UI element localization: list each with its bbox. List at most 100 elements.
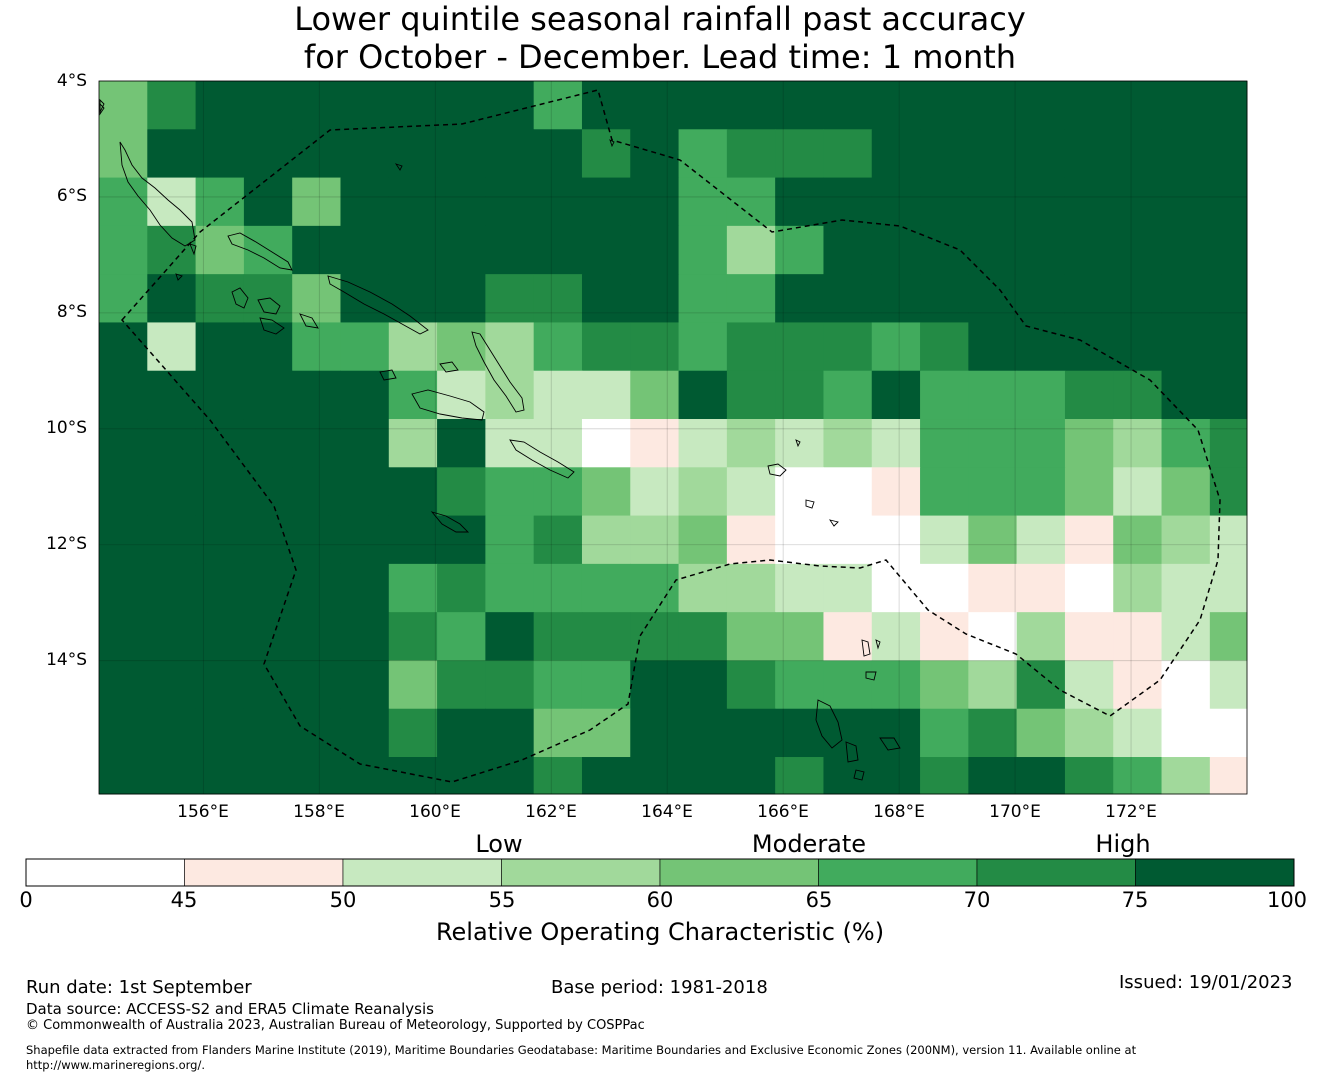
grid-cell (485, 129, 535, 179)
grid-cell (195, 370, 245, 420)
grid-cell (1016, 515, 1066, 565)
grid-cell (823, 177, 873, 227)
grid-cell (871, 708, 921, 758)
grid-cell (340, 467, 390, 517)
data-source: Data source: ACCESS-S2 and ERA5 Climate … (26, 1000, 434, 1018)
grid-cell (1209, 129, 1248, 179)
grid-cell (823, 419, 873, 468)
grid-cell (533, 660, 583, 710)
grid-cell (99, 322, 148, 372)
grid-cell (823, 129, 873, 179)
grid-cell (388, 225, 438, 275)
grid-cell (968, 515, 1018, 565)
grid-cell (1064, 660, 1114, 710)
grid-cell (533, 129, 583, 179)
grid-cell (1016, 370, 1066, 420)
colorbar-segment (342, 858, 502, 887)
grid-cell (630, 129, 680, 179)
grid-cell (388, 370, 438, 420)
grid-cell (147, 225, 197, 275)
island-santa-cruz (767, 439, 839, 527)
grid-cell (1161, 563, 1211, 613)
lon-label-158e: 158°E (293, 802, 345, 822)
grid-cell (340, 563, 390, 613)
grid-cell (1161, 274, 1211, 323)
grid-cell (388, 467, 438, 517)
grid-cell (920, 757, 969, 795)
grid-cell (485, 274, 535, 323)
grid-cell (533, 274, 583, 323)
grid-cell (147, 612, 197, 661)
grid-cell (99, 467, 148, 517)
grid-cell (823, 370, 873, 420)
title-line-1: Lower quintile seasonal rainfall past ac… (294, 0, 1026, 38)
grid-cell (968, 322, 1018, 372)
run-date: Run date: 1st September (26, 977, 252, 998)
grid-cell (243, 322, 293, 372)
grid-cell (533, 322, 583, 372)
grid-cell (823, 274, 873, 323)
grid-cell (1209, 322, 1248, 372)
grid-cell (99, 660, 148, 710)
grid-cell (581, 419, 631, 468)
grid-cell (437, 129, 486, 179)
island-bougainville (119, 141, 196, 247)
grid-cell (147, 129, 197, 179)
grid-cell (195, 129, 245, 179)
grid-cell (533, 757, 583, 795)
grid-cell (195, 467, 245, 517)
grid-cell (968, 225, 1018, 275)
coastlines (99, 98, 901, 781)
issued-date: Issued: 19/01/2023 (1119, 972, 1293, 993)
grid-cell (871, 563, 921, 613)
grid-cell (678, 419, 728, 468)
grid-cell (195, 177, 245, 227)
grid-cell (871, 129, 921, 179)
grid-cell (195, 660, 245, 710)
grid-cell (968, 612, 1018, 661)
grid-cell (1209, 419, 1248, 468)
lon-label-172e: 172°E (1105, 802, 1157, 822)
grid-cell (292, 177, 341, 227)
grid-cell (195, 225, 245, 275)
grid-cell (147, 322, 197, 372)
lat-label-10s: 10°S (46, 418, 87, 438)
grid-cell (485, 660, 535, 710)
grid-cell (292, 612, 341, 661)
island-rennell (430, 511, 470, 533)
island-small-north (99, 98, 615, 281)
grid-cell (243, 129, 293, 179)
title-line-2: for October - December. Lead time: 1 mon… (303, 38, 1017, 76)
grid-cell (388, 757, 438, 795)
grid-cell (292, 563, 341, 613)
colorbar-title: Relative Operating Characteristic (%) (435, 918, 885, 946)
grid-cell (1113, 177, 1163, 227)
grid-cell (1209, 612, 1248, 661)
colorbar-segment (1135, 858, 1295, 887)
roc-grid (99, 81, 1248, 795)
grid-cell (99, 81, 148, 130)
grid-cell (243, 563, 293, 613)
grid-cell (968, 81, 1018, 130)
grid-cell (243, 370, 293, 420)
island-espiritu-santo (815, 699, 901, 781)
grid-cell (581, 757, 631, 795)
base-period: Base period: 1981-2018 (551, 977, 768, 998)
grid-cell (871, 660, 921, 710)
grid-cell (340, 225, 390, 275)
grid-cell (968, 177, 1018, 227)
grid-cell (775, 177, 824, 227)
grid-cell (243, 81, 293, 130)
grid-cell (147, 81, 197, 130)
grid-cell (871, 612, 921, 661)
grid-cell (195, 708, 245, 758)
lat-label-6s: 6°S (56, 186, 87, 206)
grid-cell (968, 370, 1018, 420)
grid-cell (630, 708, 680, 758)
grid-cell (920, 563, 969, 613)
grid-cell (195, 515, 245, 565)
grid-cell (147, 563, 197, 613)
lat-label-12s: 12°S (46, 534, 87, 554)
grid-cell (1161, 419, 1211, 468)
